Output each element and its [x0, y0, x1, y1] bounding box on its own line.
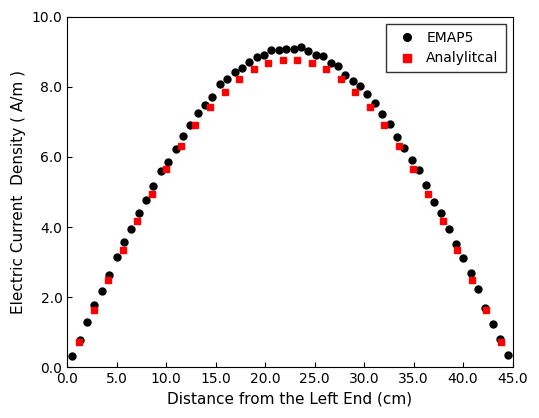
Analylitcal: [454, 247, 460, 252]
Analylitcal: [178, 144, 184, 149]
Analylitcal: [250, 67, 257, 72]
Analylitcal: [497, 339, 504, 344]
Analylitcal: [396, 144, 402, 149]
Analylitcal: [323, 67, 329, 72]
Legend: EMAP5, Analylitcal: EMAP5, Analylitcal: [386, 23, 506, 72]
Analylitcal: [279, 57, 286, 62]
Analylitcal: [410, 167, 417, 172]
Analylitcal: [236, 76, 243, 82]
Analylitcal: [134, 219, 141, 224]
Analylitcal: [337, 76, 344, 82]
Analylitcal: [381, 123, 388, 128]
Analylitcal: [439, 219, 446, 224]
Analylitcal: [468, 277, 475, 282]
EMAP5: [349, 78, 356, 83]
EMAP5: [179, 133, 186, 138]
Line: EMAP5: EMAP5: [69, 43, 511, 359]
Analylitcal: [120, 247, 126, 252]
Analylitcal: [105, 277, 112, 282]
EMAP5: [505, 352, 511, 357]
Analylitcal: [483, 308, 489, 313]
Analylitcal: [222, 89, 228, 94]
EMAP5: [195, 110, 201, 115]
EMAP5: [217, 82, 223, 87]
Analylitcal: [308, 61, 315, 66]
EMAP5: [143, 197, 149, 202]
Analylitcal: [91, 308, 97, 313]
Analylitcal: [192, 123, 199, 128]
Analylitcal: [265, 61, 271, 66]
Analylitcal: [207, 104, 213, 110]
Analylitcal: [149, 192, 155, 197]
Analylitcal: [352, 89, 358, 94]
X-axis label: Distance from the Left End (cm): Distance from the Left End (cm): [168, 392, 412, 407]
Line: Analylitcal: Analylitcal: [75, 56, 504, 345]
Analylitcal: [425, 192, 431, 197]
Analylitcal: [163, 167, 170, 172]
EMAP5: [209, 94, 216, 99]
EMAP5: [298, 44, 304, 49]
Y-axis label: Electric Current  Density ( A/m ): Electric Current Density ( A/m ): [11, 70, 26, 314]
Analylitcal: [76, 339, 82, 344]
Analylitcal: [367, 104, 373, 110]
EMAP5: [69, 353, 75, 358]
Analylitcal: [294, 57, 300, 62]
